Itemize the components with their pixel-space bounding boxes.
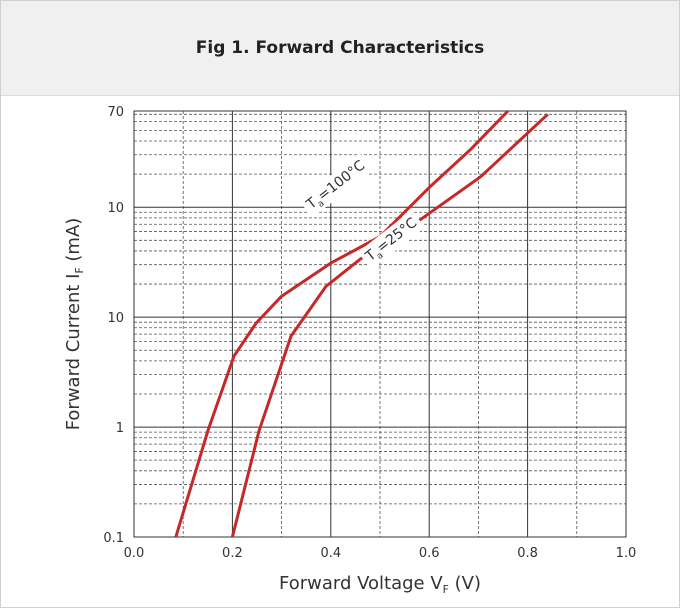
y-tick-label: 10 [107,311,124,326]
series-line [230,113,549,538]
x-axis-label-text: Forward Voltage V [279,573,443,594]
annotation-suffix: =100°C [315,157,369,204]
x-axis-label-suffix: (V) [449,573,481,594]
y-tick-label: 70 [107,105,124,120]
y-axis-label-sub: F [73,267,86,273]
x-tick-label: 0.2 [222,546,243,561]
y-tick-label: 10 [107,201,124,216]
x-tick-label: 1.0 [616,546,637,561]
y-tick-label: 1 [116,421,124,436]
x-tick-label: 0.0 [124,546,145,561]
x-axis-label: Forward Voltage VF (V) [279,573,481,596]
annotation: Ta=100°C [298,152,374,218]
y-tick-label: 0.1 [103,531,124,546]
annotation-bg [298,152,374,218]
annotation-sub: a [316,199,327,210]
x-tick-label: 0.6 [419,546,440,561]
y-axis-label: Forward Current IF (mA) [63,218,86,431]
plot-border [133,110,627,538]
annotation-bg [357,210,426,270]
x-axis-label-sub: F [443,583,449,596]
x-tick-label: 0.8 [517,546,538,561]
chart-title: Fig 1. Forward Characteristics [1,1,679,96]
annotation: Ta=25°C [357,210,426,270]
annotation-sub: a [375,251,386,262]
y-axis-label-suffix: (mA) [63,218,84,268]
y-axis-label-text: Forward Current I [63,274,84,431]
series-line [174,109,509,538]
x-tick-label: 0.4 [320,546,341,561]
